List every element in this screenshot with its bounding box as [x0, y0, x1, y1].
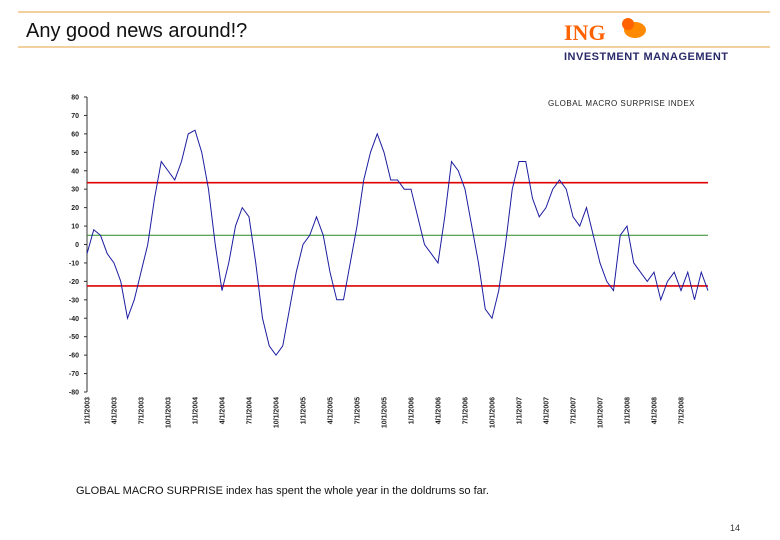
- y-tick-label: -50: [69, 334, 79, 341]
- x-tick-label: 7/1/2008: [679, 397, 686, 424]
- x-tick-label: 1/1/2005: [301, 397, 308, 424]
- x-tick-label: 7/1/2004: [247, 397, 254, 424]
- x-tick-label: 4/1/2007: [544, 397, 551, 424]
- logo-lion: [622, 18, 646, 38]
- x-tick-label: 10/1/2004: [274, 397, 281, 428]
- caption: GLOBAL MACRO SURPRISE index has spent th…: [76, 485, 489, 497]
- x-tick-label: 1/1/2007: [517, 397, 524, 424]
- x-tick-label: 1/1/2006: [409, 397, 416, 424]
- x-tick-label: 4/1/2008: [652, 397, 659, 424]
- x-tick-label: 10/1/2005: [382, 397, 389, 428]
- page-number: 14: [730, 523, 740, 533]
- x-tick-label: 1/1/2008: [625, 397, 632, 424]
- y-tick-label: 10: [71, 224, 79, 231]
- y-tick-label: -80: [69, 390, 79, 397]
- y-tick-label: 80: [71, 95, 79, 102]
- x-tick-label: 4/1/2004: [220, 397, 227, 424]
- y-tick-label: 60: [71, 131, 79, 138]
- y-tick-label: -70: [69, 371, 79, 378]
- y-tick-label: -60: [69, 353, 79, 360]
- y-tick-label: 50: [71, 150, 79, 157]
- x-tick-label: 7/1/2003: [139, 397, 146, 424]
- x-tick-label: 10/1/2007: [598, 397, 605, 428]
- y-tick-label: -30: [69, 297, 79, 304]
- x-tick-label: 7/1/2007: [571, 397, 578, 424]
- y-tick-label: -40: [69, 316, 79, 323]
- x-tick-label: 4/1/2006: [436, 397, 443, 424]
- x-tick-label: 4/1/2003: [112, 397, 119, 424]
- logo-subtitle: INVESTMENT MANAGEMENT: [564, 51, 729, 63]
- y-tick-label: 40: [71, 168, 79, 175]
- x-tick-label: 4/1/2005: [328, 397, 335, 424]
- y-tick-label: -20: [69, 279, 79, 286]
- x-tick-label: 1/1/2003: [85, 397, 92, 424]
- y-tick-label: 30: [71, 187, 79, 194]
- x-tick-label: 7/1/2006: [463, 397, 470, 424]
- y-tick-label: -10: [69, 260, 79, 267]
- y-tick-label: 20: [71, 205, 79, 212]
- y-tick-label: 0: [75, 242, 79, 249]
- x-tick-label: 7/1/2005: [355, 397, 362, 424]
- legend-label: GLOBAL MACRO SURPRISE INDEX: [548, 99, 695, 108]
- logo-brand: ING: [564, 20, 606, 45]
- y-tick-label: 70: [71, 113, 79, 120]
- x-tick-label: 10/1/2003: [166, 397, 173, 428]
- slide-title: Any good news around!?: [26, 20, 247, 42]
- x-tick-label: 1/1/2004: [193, 397, 200, 424]
- x-tick-label: 10/1/2006: [490, 397, 497, 428]
- series-line: [86, 129, 709, 356]
